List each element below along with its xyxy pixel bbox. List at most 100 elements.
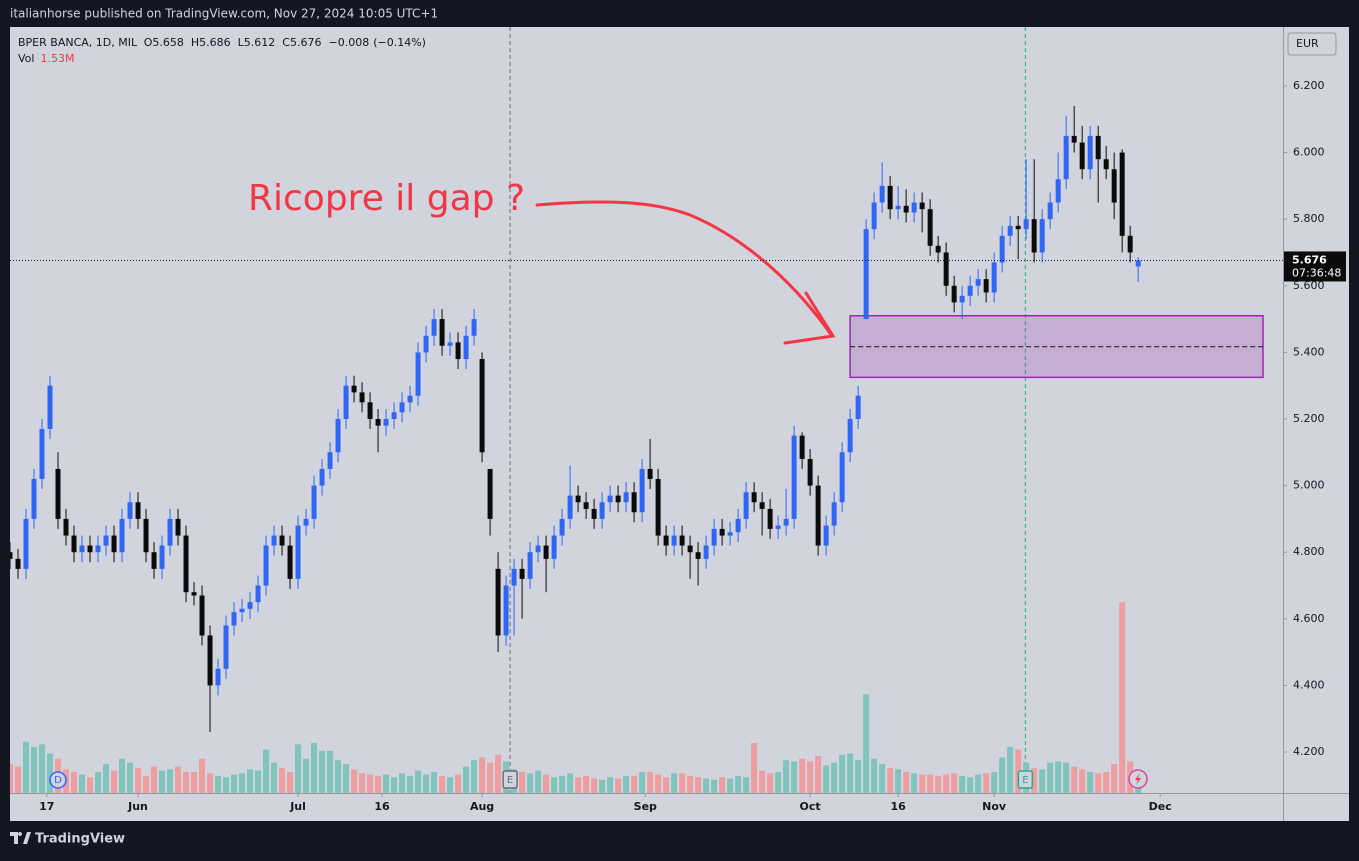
volume-bar [951, 773, 958, 793]
candle-body [775, 525, 781, 529]
volume-bar [159, 770, 166, 793]
candle-body [487, 468, 493, 519]
candle-body [543, 545, 549, 559]
legend-value: 5.658 [152, 36, 184, 49]
candle-body [831, 502, 837, 526]
volume-bar [95, 771, 102, 793]
candle-body [639, 468, 645, 513]
volume-bar [199, 758, 206, 793]
volume-bar [743, 777, 750, 793]
candle-body [223, 625, 229, 669]
y-tick-label: 6.200 [1293, 79, 1325, 92]
volume-bar [767, 773, 774, 793]
volume-bar [791, 761, 798, 793]
volume-bar [359, 773, 366, 793]
candle-body [591, 508, 597, 519]
candle-body [423, 335, 429, 353]
candle-body [583, 502, 589, 509]
candle-body [879, 185, 885, 203]
candle-body [511, 568, 517, 586]
volume-bar [855, 760, 862, 793]
candle-body [263, 545, 269, 586]
candle-body [399, 402, 405, 413]
event-badge [49, 771, 67, 789]
x-tick-label: 17 [39, 800, 54, 813]
volume-bar [215, 775, 222, 793]
candle-body [895, 205, 901, 210]
candle-body [887, 185, 893, 210]
candle-body [911, 202, 917, 213]
volume-bar [119, 758, 126, 793]
volume-bar [519, 771, 526, 793]
volume-bar [399, 773, 406, 793]
x-tick-label: Nov [982, 800, 1007, 813]
candle-body [31, 478, 37, 519]
volume-bar [583, 775, 590, 793]
volume-bar [143, 775, 150, 793]
candle-body [103, 535, 109, 546]
candle-body [287, 545, 293, 579]
legend-key: C [282, 36, 290, 49]
volume-bar [495, 754, 502, 793]
volume-bar [463, 766, 470, 793]
candle-body [647, 468, 653, 479]
candle-body [1127, 235, 1133, 253]
volume-bar [1087, 771, 1094, 793]
candle-body [919, 202, 925, 210]
candle-body [167, 518, 173, 546]
candle-body [983, 279, 989, 293]
candle-body [439, 319, 445, 346]
candle-body [295, 525, 301, 579]
candle-body [39, 428, 45, 479]
volume-bar [879, 764, 886, 793]
dividend-icon [1128, 769, 1148, 789]
volume-bar [663, 777, 670, 793]
volume-bar [655, 774, 662, 793]
volume-bar [895, 769, 902, 793]
volume-bar [255, 770, 262, 793]
candle-body [191, 592, 197, 596]
volume-bar [15, 766, 22, 793]
candle-body [471, 319, 477, 336]
candle-body [1031, 219, 1037, 253]
event-label: E [1022, 775, 1028, 786]
candle-body [927, 209, 933, 246]
candle-body [631, 492, 637, 513]
candle-body [479, 359, 485, 453]
legend-change: −0.008 [328, 36, 369, 49]
candle-body [791, 435, 797, 519]
currency-box [1287, 32, 1337, 56]
y-tick-label: 4.800 [1293, 545, 1325, 558]
volume-bar [775, 771, 782, 793]
legend-value: 5.612 [244, 36, 276, 49]
candle-body [15, 558, 21, 569]
volume-bar [1031, 768, 1038, 793]
candle-body [23, 518, 29, 569]
legend: BPER BANCA, 1D, MIL O5.658 H5.686 L5.612 C5.… [18, 36, 426, 49]
volume-bar [1111, 764, 1118, 793]
legend-symbol: BPER BANCA, 1D, MIL [18, 36, 138, 49]
volume-bar [79, 774, 86, 793]
candle-body [1087, 135, 1093, 170]
y-tick-label: 4.600 [1293, 612, 1325, 625]
volume-bar [607, 777, 614, 793]
volume-bar [847, 753, 854, 793]
legend-key: H [191, 36, 199, 49]
candle-body [63, 518, 69, 536]
candle-body [47, 385, 53, 429]
last-price-box [1284, 251, 1346, 282]
volume-bar [1119, 602, 1126, 793]
arrow-path [535, 200, 834, 338]
volume-bar [823, 765, 830, 793]
volume-bar [551, 777, 558, 793]
volume-bar [1103, 771, 1110, 793]
candle-body [335, 418, 341, 453]
candle-body [71, 535, 77, 553]
volume-bar [71, 771, 78, 793]
volume-bar [999, 757, 1006, 793]
volume-bar [831, 762, 838, 793]
volume-bar [479, 757, 486, 793]
candle-body [159, 545, 165, 569]
volume-bar [151, 766, 158, 793]
